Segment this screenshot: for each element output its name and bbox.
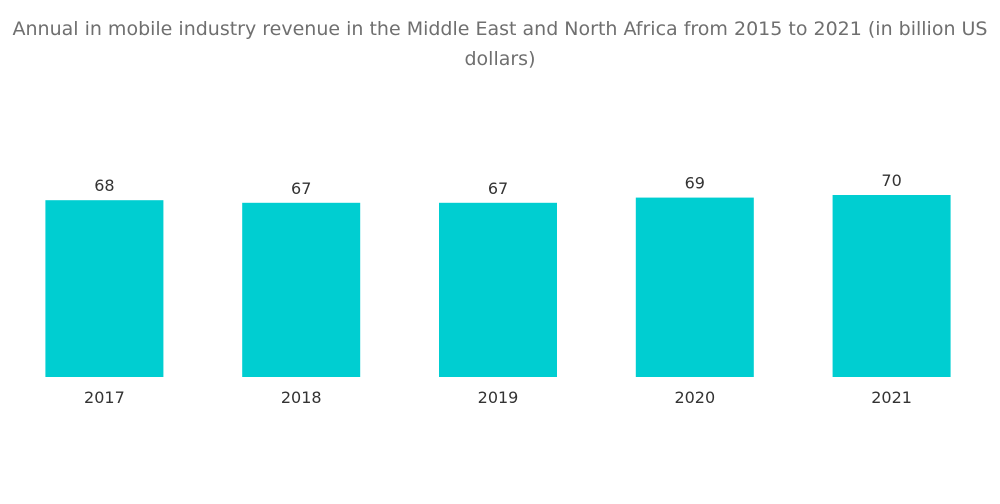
data-label-2017: 68 bbox=[94, 176, 114, 195]
x-tick-label-2018: 2018 bbox=[281, 388, 322, 407]
bar-2020 bbox=[635, 197, 754, 377]
data-label-2019: 67 bbox=[488, 179, 508, 198]
x-axis-tick-labels: 2017 2018 2019 2020 2021 bbox=[84, 388, 912, 407]
chart-title: Annual in mobile industry revenue in the… bbox=[12, 18, 988, 70]
x-tick-label-2019: 2019 bbox=[478, 388, 519, 407]
bar-2021 bbox=[832, 195, 951, 377]
data-label-2021: 70 bbox=[881, 171, 901, 190]
data-label-2020: 69 bbox=[685, 174, 705, 193]
data-label-2018: 67 bbox=[291, 179, 311, 198]
x-tick-label-2020: 2020 bbox=[674, 388, 715, 407]
x-tick-label-2017: 2017 bbox=[84, 388, 125, 407]
bar-2019 bbox=[439, 202, 557, 377]
bar-2017 bbox=[45, 200, 164, 377]
x-tick-label-2021: 2021 bbox=[871, 388, 912, 407]
bar-2018 bbox=[242, 202, 361, 377]
value-labels-layer: 68 67 67 69 70 bbox=[94, 171, 902, 198]
bars-layer bbox=[45, 195, 951, 377]
